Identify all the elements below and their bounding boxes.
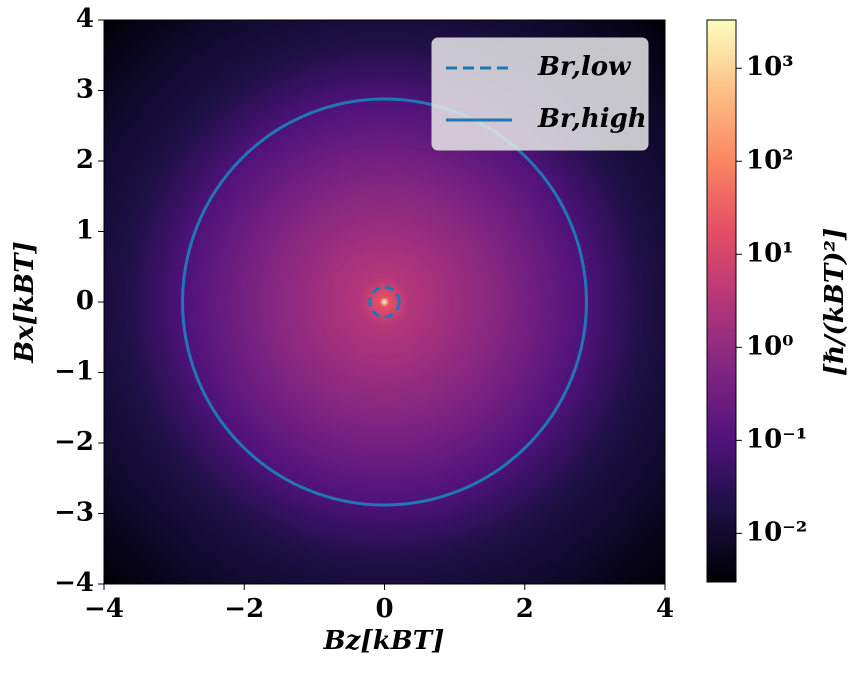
y-tick-label: −4 [54,568,94,598]
y-tick-label: 1 [76,216,94,246]
colorbar-tick-label: 10⁻¹ [746,424,807,454]
y-tick-label: 4 [76,4,94,34]
x-axis-label: Bz[kBT] [323,626,445,656]
colorbar-tick-label: 10¹ [746,238,794,268]
colorbar-tick-label: 10⁻² [746,517,807,547]
y-tick-label: 0 [76,286,94,316]
x-tick-label: 2 [516,594,534,624]
colorbar-tick-label: 10² [746,145,794,175]
x-tick-label: −4 [84,594,124,624]
y-tick-label: −3 [54,498,94,528]
x-tick-label: −2 [224,594,264,624]
x-tick-label: 4 [656,594,674,624]
circle [368,285,401,319]
y-tick-label: 3 [76,75,94,105]
x-tick-label: 0 [375,594,393,624]
legend-label: Br,high [537,104,647,134]
colorbar-label: [ℏ/(kBT)²] [820,228,850,376]
colorbar-tick-label: 10⁰ [746,331,794,361]
y-tick-label: −2 [54,427,94,457]
circle [181,97,588,507]
colorbar-tick-label: 10³ [746,52,794,82]
y-axis-label: Bx[kBT] [10,241,40,363]
legend [431,37,649,151]
legend-label: Br,low [537,52,632,82]
y-tick-label: 2 [76,145,94,175]
colorbar [706,19,737,583]
y-tick-label: −1 [54,357,94,387]
